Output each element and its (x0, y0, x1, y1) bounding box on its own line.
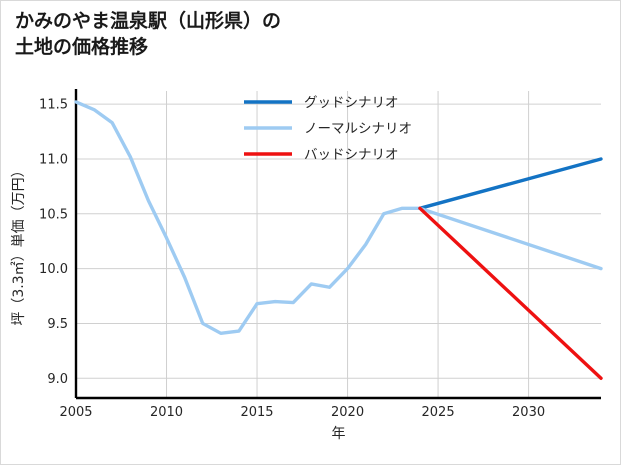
y-tick-label: 9.0 (47, 372, 68, 387)
y-tick-label: 10.5 (39, 207, 68, 222)
x-tick-label: 2020 (331, 405, 364, 420)
x-tick-labels-group: 2005 2010 2015 2020 2025 2030 (59, 405, 545, 420)
y-tick-label: 11.5 (39, 98, 68, 113)
legend-label: グッドシナリオ (304, 95, 399, 111)
series-line (418, 206, 603, 380)
y-tick-labels-group: 9.0 9.5 10.0 10.5 11.0 11.5 (39, 98, 68, 387)
y-tick-label: 11.0 (39, 152, 68, 167)
x-tick-label: 2005 (59, 405, 92, 420)
axis-lines-group (74, 89, 601, 400)
legend-label: バッドシナリオ (304, 147, 399, 163)
y-tick-label: 10.0 (39, 262, 68, 277)
data-series-group (74, 100, 603, 380)
x-tick-label: 2015 (240, 405, 273, 420)
y-axis-title: 坪（3.3㎡）単価（万円） (11, 163, 27, 325)
x-axis-title: 年 (332, 426, 346, 442)
series-line (418, 157, 603, 211)
x-tick-label: 2010 (150, 405, 183, 420)
page-title: かみのやま温泉駅（山形県）の 土地の価格推移 (15, 11, 282, 58)
legend-label: ノーマルシナリオ (304, 121, 412, 137)
x-tick-label: 2030 (512, 405, 545, 420)
x-tick-label: 2025 (422, 405, 455, 420)
gridlines-group (75, 91, 601, 398)
series-line (418, 206, 603, 271)
series-line (74, 100, 422, 336)
y-tick-label: 9.5 (47, 317, 68, 332)
